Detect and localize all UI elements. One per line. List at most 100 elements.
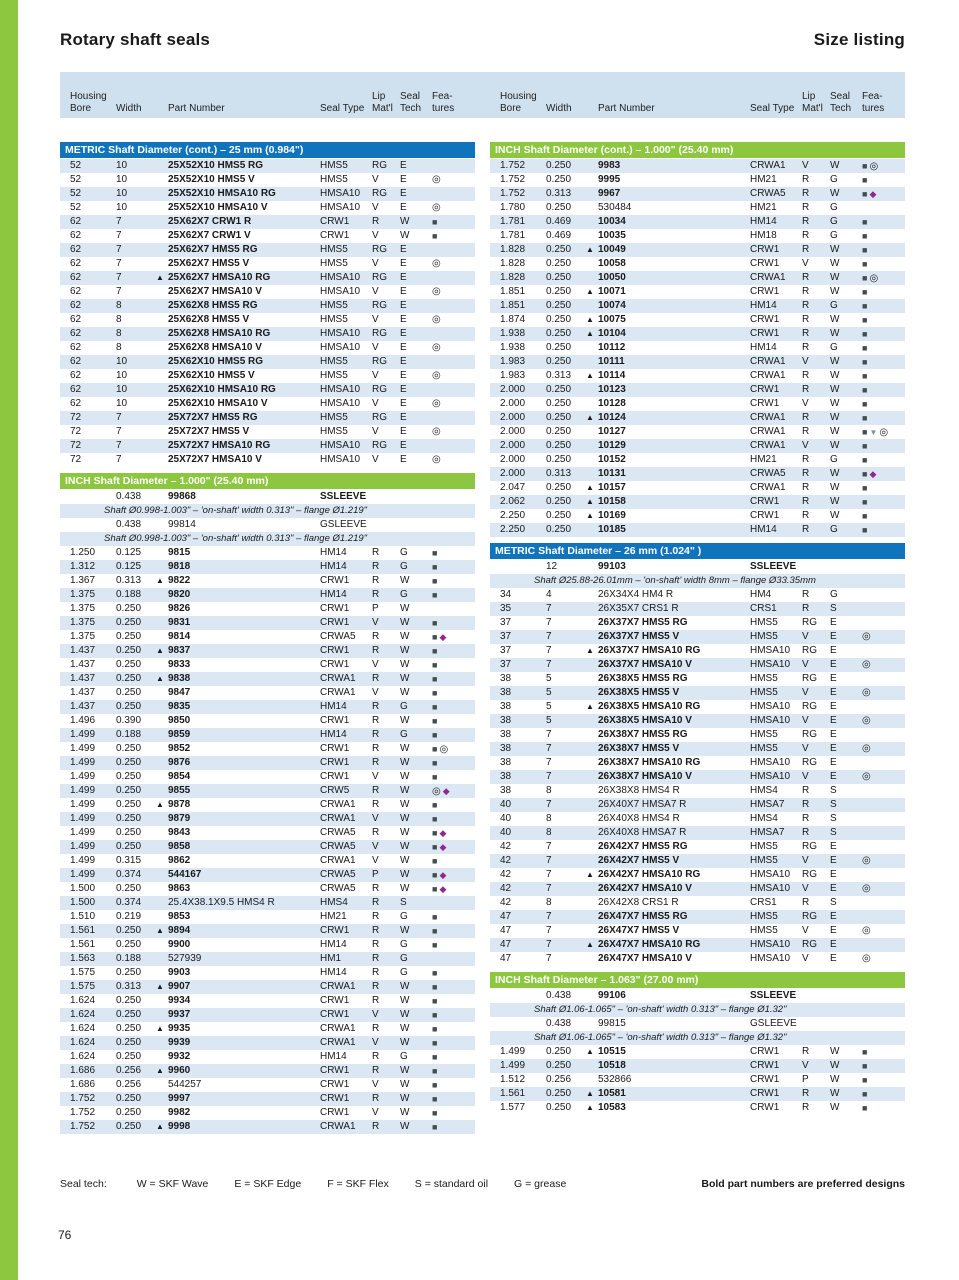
seal-tech-cell: W [400, 1065, 410, 1076]
triangle-marker-icon: ▲ [156, 576, 164, 585]
lip-material-cell: V [802, 631, 809, 642]
bore-cell: 1.938 [500, 342, 526, 353]
feature-sq-icon: ■ [432, 912, 440, 922]
width-cell: 0.250 [116, 1037, 142, 1048]
part-number: 26X37X7 HMSA10 V [598, 659, 692, 670]
width-cell: 7 [116, 272, 122, 283]
part-cell: ▲ 10071 [582, 285, 742, 299]
seal-tech-cell: E [830, 757, 837, 768]
features-cell: ■ [854, 495, 902, 509]
width-cell: 0.250 [546, 174, 572, 185]
part-number: 9982 [168, 1107, 191, 1118]
bore-cell: 38 [500, 785, 512, 796]
lip-material-cell: R [802, 510, 810, 521]
table-row: 37 7 ▲ 26X37X7 HMSA10 RG HMSA10 RG E [490, 644, 905, 658]
features-cell [854, 868, 902, 882]
bore-cell: 1.500 [70, 897, 96, 908]
table-row: 2.000 0.250 10128 CRW1 V W ■ [490, 397, 905, 411]
seal-type-cell: HMS5 [750, 729, 778, 740]
seal-tech-cell: W [400, 1093, 410, 1104]
part-number: 10185 [598, 524, 626, 535]
table-row: 62 7 25X62X7 HMSA10 V HMSA10 V E ◎ [60, 285, 475, 299]
feature-sq-icon: ■ [432, 674, 440, 684]
features-cell: ■ [854, 1087, 902, 1101]
width-cell: 7 [546, 743, 552, 754]
lip-material-cell: R [372, 701, 380, 712]
lip-material-cell: R [372, 1065, 380, 1076]
width-cell: 0.250 [116, 841, 142, 852]
bore-cell: 47 [500, 911, 512, 922]
seal-tech-cell: E [400, 398, 407, 409]
bore-cell: 1.375 [70, 617, 96, 628]
features-cell: ◎ [854, 714, 902, 728]
sleeve-type-cell: SSLEEVE [750, 561, 797, 572]
part-cell: 25X62X8 HMS5 V [152, 313, 312, 327]
bore-cell: 1.828 [500, 272, 526, 283]
part-cell: 25X62X10 HMSA10 V [152, 397, 312, 411]
part-cell: 10185 [582, 523, 742, 537]
seal-tech-cell: G [400, 589, 408, 600]
part-number: 9935 [168, 1023, 191, 1034]
features-cell: ■◆ [854, 187, 902, 201]
seal-tech-cell: W [400, 1121, 410, 1132]
triangle-marker-icon: ▲ [156, 800, 164, 809]
table-row: 1.499 0.250 10518 CRW1 V W ■ [490, 1059, 905, 1073]
lip-material-cell: RG [802, 701, 817, 712]
seal-type-cell: CRW1 [750, 1060, 780, 1071]
part-number: 26X47X7 HMSA10 V [598, 953, 692, 964]
part-number: 10049 [598, 244, 626, 255]
seal-tech-cell: E [830, 715, 837, 726]
width-cell: 7 [546, 883, 552, 894]
part-cell: ▲ 9837 [152, 644, 312, 658]
width-cell: 7 [116, 426, 122, 437]
feature-sq-icon: ■ [432, 590, 440, 600]
width-cell: 0.250 [546, 342, 572, 353]
part-number: 10058 [598, 258, 626, 269]
part-cell: 25X72X7 HMSA10 RG [152, 439, 312, 453]
seal-tech-cell: E [830, 855, 837, 866]
seal-tech-cell: G [400, 967, 408, 978]
seal-tech-cell: E [830, 673, 837, 684]
bore-cell: 1.437 [70, 659, 96, 670]
bore-cell: 1.499 [70, 757, 96, 768]
feature-sq-icon: ■ [432, 217, 440, 227]
width-cell: 0.256 [546, 1074, 572, 1085]
section-header: INCH Shaft Diameter – 1.063" (27.00 mm) [490, 972, 905, 988]
seal-tech-cell: E [400, 160, 407, 171]
seal-type-cell: HMS5 [750, 673, 778, 684]
bore-cell: 1.575 [70, 967, 96, 978]
feature-sq-icon: ■ [862, 483, 870, 493]
part-cell: ▲ 10158 [582, 495, 742, 509]
part-cell: 10111 [582, 355, 742, 369]
column-headers-left: Housing Bore Width Part Number Seal Type … [60, 91, 475, 114]
lip-material-cell: R [802, 813, 810, 824]
feature-ring-icon: ◎ [862, 715, 873, 726]
section-header: INCH Shaft Diameter – 1.000" (25.40 mm) [60, 473, 475, 489]
width-cell: 0.250 [116, 1093, 142, 1104]
width-cell: 0.250 [116, 995, 142, 1006]
bore-cell: 1.752 [70, 1093, 96, 1104]
seal-type-cell: HMS5 [750, 617, 778, 628]
part-number: 544257 [168, 1079, 202, 1090]
table-row: 35 7 26X35X7 CRS1 R CRS1 R S [490, 602, 905, 616]
lip-material-cell: R [802, 1046, 810, 1057]
lip-material-cell: RG [802, 939, 817, 950]
part-number: 9833 [168, 659, 191, 670]
page-header: Rotary shaft seals Size listing [60, 0, 905, 50]
bore-cell: 1.499 [70, 855, 96, 866]
features-cell: ■ [854, 453, 902, 467]
part-cell: 26X47X7 HMS5 RG [582, 910, 742, 924]
feature-sq-icon: ■ [432, 231, 440, 241]
width-cell: 8 [116, 342, 122, 353]
width-cell: 10 [116, 384, 128, 395]
part-number: 25X62X10 HMS5 V [168, 370, 255, 381]
features-cell: ■◆ [424, 826, 472, 840]
bore-cell: 1.499 [70, 813, 96, 824]
sleeve-row: 0.438 99868 SSLEEVE [60, 490, 475, 504]
seal-type-cell: CRWA1 [320, 1037, 356, 1048]
seal-type-cell: HMSA10 [750, 883, 791, 894]
bore-cell: 1.983 [500, 370, 526, 381]
part-cell: 26X38X8 HMS4 R [582, 784, 742, 798]
table-row: 1.938 0.250 ▲ 10104 CRW1 R W ■ [490, 327, 905, 341]
seal-tech-cell: E [400, 356, 407, 367]
